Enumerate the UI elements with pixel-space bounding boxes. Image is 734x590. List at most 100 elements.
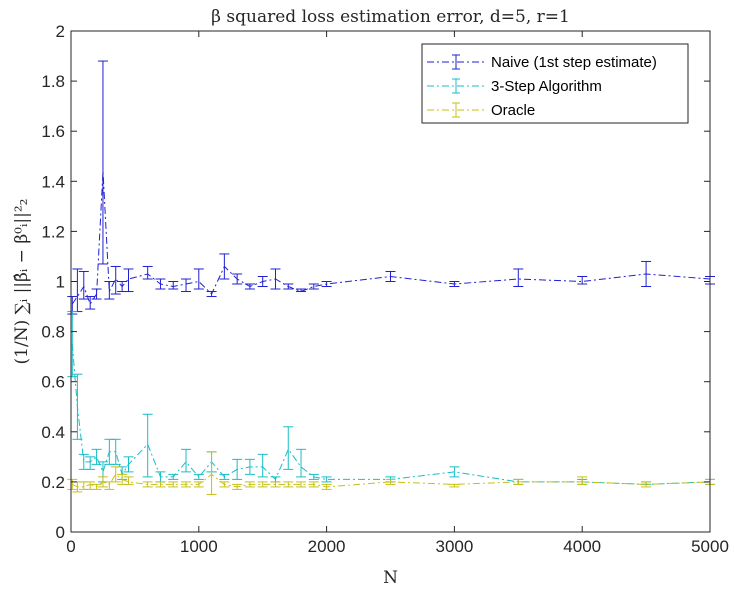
error-bar xyxy=(206,451,217,495)
error-bar xyxy=(67,478,78,490)
legend-box xyxy=(421,43,689,124)
error-bar xyxy=(110,438,121,465)
x-tick-label: 1000 xyxy=(180,537,218,556)
y-tick-label: 1.6 xyxy=(41,122,65,141)
error-bar xyxy=(257,275,268,288)
error-bar xyxy=(296,481,307,488)
legend-label: Oracle xyxy=(491,102,535,119)
error-bar xyxy=(244,458,255,475)
error-bar xyxy=(91,448,102,465)
y-tick-label: 1.8 xyxy=(41,72,65,91)
error-bar xyxy=(85,296,96,310)
series-0 xyxy=(67,60,715,315)
error-bar xyxy=(91,288,102,300)
error-bar xyxy=(283,481,294,488)
error-bar xyxy=(308,283,319,290)
legend-item: 3-Step Algorithm xyxy=(427,78,602,95)
chart-title: β squared loss estimation error, d=5, r=… xyxy=(211,7,570,27)
error-bar xyxy=(78,270,89,300)
error-bar xyxy=(206,291,217,298)
error-bar xyxy=(155,278,166,290)
error-bar xyxy=(72,373,83,440)
y-tick-label: 2 xyxy=(56,22,65,41)
error-bar xyxy=(219,481,230,488)
error-bar xyxy=(244,481,255,488)
error-bar xyxy=(296,288,307,293)
error-bar xyxy=(142,481,153,488)
error-bar xyxy=(193,481,204,488)
x-tick-label: 5000 xyxy=(691,537,729,556)
error-bar xyxy=(385,270,396,282)
error-bar xyxy=(104,281,115,300)
error-bar xyxy=(385,478,396,485)
error-bar xyxy=(181,481,192,488)
error-bar xyxy=(283,426,294,470)
y-tick-label: 1 xyxy=(56,273,65,292)
error-bar xyxy=(296,448,307,478)
error-bar xyxy=(449,466,460,478)
error-bar xyxy=(142,265,153,280)
legend: Naive (1st step estimate) 3-Step Algorith… xyxy=(421,43,689,124)
error-bar xyxy=(577,476,588,485)
error-bar xyxy=(449,483,460,488)
error-bar xyxy=(168,473,179,480)
y-tick-label: 0 xyxy=(56,523,65,542)
error-bar xyxy=(244,283,255,290)
y-tick-label: 1.2 xyxy=(41,222,65,241)
error-bar xyxy=(110,466,121,483)
error-bar xyxy=(123,268,134,293)
y-tick-label: 0.6 xyxy=(41,373,65,392)
error-bar xyxy=(123,476,134,485)
error-bar xyxy=(257,481,268,488)
error-bar xyxy=(257,453,268,478)
x-tick-label: 0 xyxy=(66,537,75,556)
y-tick-label: 0.8 xyxy=(41,323,65,342)
x-tick-label: 3000 xyxy=(435,537,473,556)
error-bar xyxy=(181,448,192,473)
error-bar xyxy=(123,456,134,473)
error-bar xyxy=(155,481,166,488)
error-bar xyxy=(308,481,319,488)
error-bar xyxy=(513,268,524,288)
error-bar xyxy=(283,283,294,290)
error-bar xyxy=(270,481,281,488)
y-tick-label: 0.4 xyxy=(41,423,65,442)
error-bar xyxy=(641,260,652,288)
error-bar xyxy=(449,281,460,288)
error-bar xyxy=(168,481,179,488)
error-bar xyxy=(308,473,319,480)
x-tick-label: 4000 xyxy=(563,537,601,556)
y-tick-label: 1.4 xyxy=(41,172,65,191)
legend-item: Oracle xyxy=(427,102,535,119)
error-bar xyxy=(321,476,332,483)
legend-item: Naive (1st step estimate) xyxy=(427,54,657,71)
error-bar xyxy=(110,265,121,295)
error-bar xyxy=(85,456,96,470)
error-bar xyxy=(321,483,332,490)
error-bar xyxy=(193,473,204,480)
x-tick-label: 2000 xyxy=(308,537,346,556)
y-axis-label: (1/N) ∑ᵢ ||β̂ᵢ − β⁰ᵢ||²₂ xyxy=(12,199,32,365)
error-bar xyxy=(219,253,230,280)
legend-label: 3-Step Algorithm xyxy=(491,78,602,95)
error-bar xyxy=(232,273,243,285)
x-axis-label: N xyxy=(383,568,398,588)
error-bar xyxy=(181,278,192,293)
error-bar xyxy=(67,311,78,378)
error-bar xyxy=(91,483,102,490)
y-tick-label: 0.2 xyxy=(41,473,65,492)
axis-layer: 0 1000 2000 3000 4000 5000 0 0.2 0.4 0.6 0.8 1 1.2 1.… xyxy=(41,22,729,556)
error-bar xyxy=(193,268,204,290)
error-bar xyxy=(577,275,588,285)
error-bar xyxy=(321,281,332,288)
error-bar xyxy=(270,268,281,290)
error-bar xyxy=(641,481,652,488)
error-bar xyxy=(219,473,230,480)
error-bar xyxy=(168,281,179,290)
error-bar xyxy=(97,60,108,265)
error-bar xyxy=(142,413,153,478)
error-bar xyxy=(97,476,108,488)
series-2 xyxy=(67,451,715,495)
series-layer xyxy=(67,60,715,495)
